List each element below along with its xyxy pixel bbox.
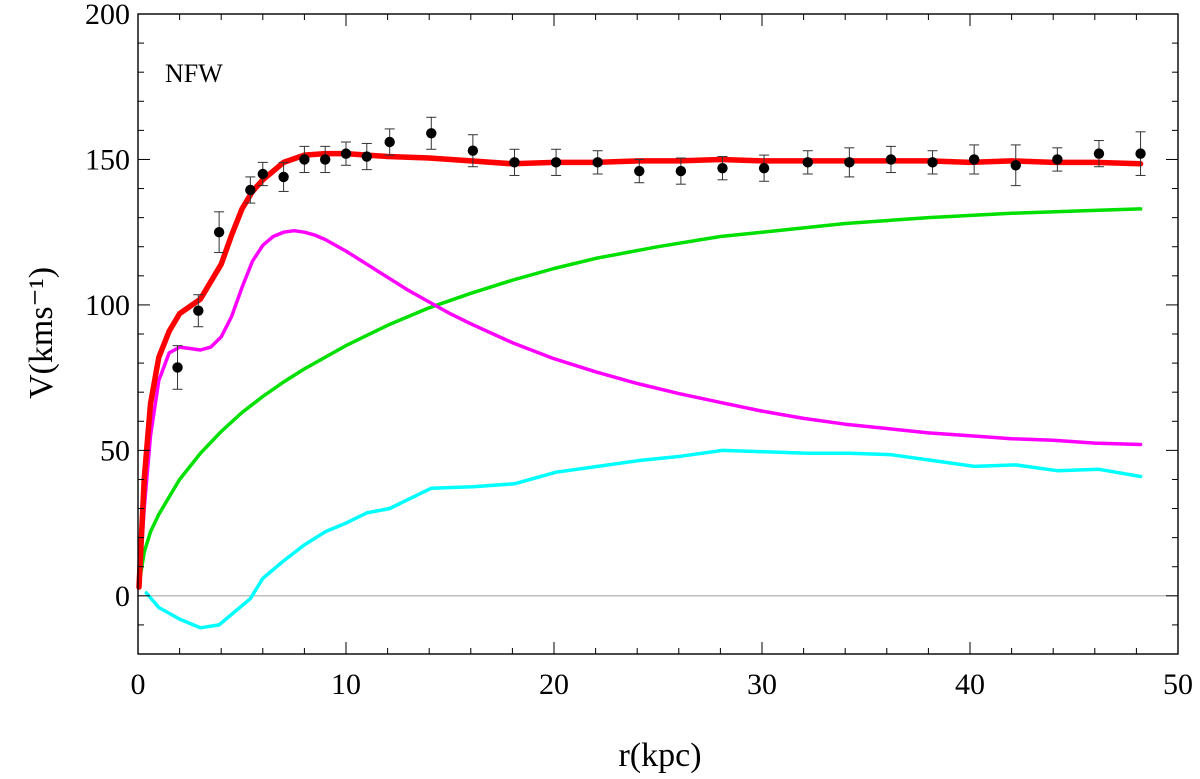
x-tick-label: 20 bbox=[539, 668, 569, 701]
data-point bbox=[844, 157, 855, 168]
x-tick-label: 50 bbox=[1163, 668, 1193, 701]
data-point bbox=[1010, 160, 1021, 171]
data-point bbox=[675, 165, 687, 177]
data-point bbox=[172, 362, 183, 373]
total-curve bbox=[136, 150, 1144, 590]
data-point bbox=[467, 145, 479, 156]
halo-curve bbox=[137, 207, 1143, 586]
data-point bbox=[299, 154, 310, 165]
x-tick-label: 40 bbox=[955, 668, 985, 701]
data-point bbox=[320, 154, 331, 165]
data-point bbox=[592, 157, 603, 168]
data-point bbox=[758, 162, 770, 174]
data-point bbox=[193, 305, 204, 316]
y-tick-label: 50 bbox=[100, 434, 130, 467]
data-point bbox=[340, 148, 352, 159]
labels-layer: NFW r(kpc) V(kms⁻¹) bbox=[23, 59, 702, 774]
data-point bbox=[550, 157, 562, 168]
data-point bbox=[245, 184, 256, 196]
data-point bbox=[968, 154, 980, 165]
data-point bbox=[717, 162, 728, 174]
data-points-layer bbox=[172, 116, 1146, 390]
axes-layer: 0 10 20 30 40 50 0 50 100 150 200 bbox=[85, 0, 1193, 701]
data-point bbox=[1052, 154, 1063, 165]
data-point bbox=[509, 157, 520, 168]
data-point bbox=[384, 136, 395, 148]
x-tick-label: 0 bbox=[131, 668, 146, 701]
x-tick-label: 30 bbox=[747, 668, 777, 701]
y-tick-label: 100 bbox=[85, 289, 130, 322]
model-annotation: NFW bbox=[165, 59, 223, 88]
x-axis-label: r(kpc) bbox=[618, 737, 701, 774]
y-axis-label: V(kms⁻¹) bbox=[23, 267, 60, 399]
data-point bbox=[257, 168, 268, 180]
plot-frame bbox=[137, 13, 1179, 655]
data-point bbox=[802, 157, 813, 168]
data-point bbox=[1135, 148, 1146, 159]
data-point bbox=[927, 157, 938, 168]
data-point bbox=[634, 165, 645, 177]
disk-curve bbox=[137, 228, 1143, 589]
gas-curve bbox=[144, 448, 1143, 630]
data-point bbox=[885, 154, 897, 165]
data-point bbox=[361, 151, 372, 162]
series-layer bbox=[136, 150, 1144, 630]
y-tick-label: 150 bbox=[85, 143, 130, 176]
x-tick-label: 10 bbox=[331, 668, 361, 701]
y-tick-label: 0 bbox=[115, 580, 130, 613]
data-point bbox=[278, 171, 289, 183]
data-point bbox=[426, 128, 437, 139]
y-tick-label: 200 bbox=[85, 0, 130, 31]
data-point bbox=[1093, 148, 1105, 159]
data-point bbox=[213, 226, 225, 238]
